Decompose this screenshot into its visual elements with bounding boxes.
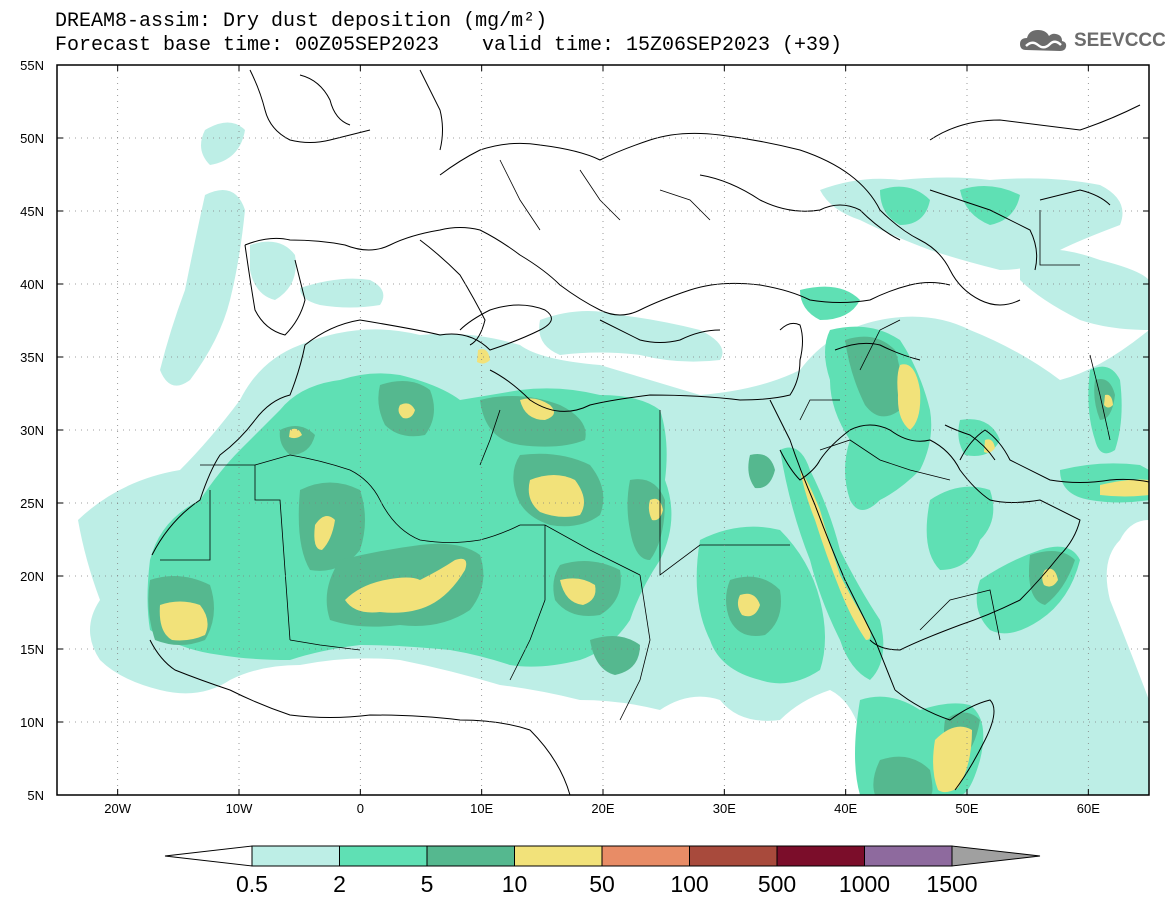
valid-time: valid time: 15Z06SEP2023 (+39) <box>482 34 843 57</box>
colorbar-label: 50 <box>589 871 615 897</box>
cloud-logo-icon <box>1020 30 1067 51</box>
lat-tick-label: 20N <box>20 569 44 584</box>
lat-tick-label: 25N <box>20 496 44 511</box>
colorbar-label: 1500 <box>926 871 977 897</box>
map-title: DREAM8-assim: Dry dust deposition (mg/m²… <box>55 10 548 33</box>
colorbar-swatch <box>864 845 953 867</box>
lat-tick-label: 15N <box>20 642 44 657</box>
colorbar-label: 10 <box>502 871 528 897</box>
colorbar-swatch <box>514 845 603 867</box>
lat-tick-label: 40N <box>20 277 44 292</box>
colorbar-swatch <box>689 845 778 867</box>
lon-tick-label: 0 <box>357 801 364 816</box>
colorbar-swatch <box>426 845 515 867</box>
lat-tick-label: 10N <box>20 715 44 730</box>
colorbar-swatch <box>601 845 690 867</box>
colorbar-label: 500 <box>758 871 796 897</box>
colorbar-swatch <box>339 845 428 867</box>
lon-tick-label: 30E <box>713 801 736 816</box>
colorbar: 0.5 2 5 10 50 100 500 1000 1500 <box>164 845 1041 897</box>
lon-tick-label: 10W <box>226 801 253 816</box>
colorbar-label: 100 <box>670 871 708 897</box>
logo-text: SEEVCCC <box>1074 30 1165 51</box>
lon-tick-label: 40E <box>834 801 857 816</box>
colorbar-label: 5 <box>421 871 434 897</box>
colorbar-over-arrow <box>951 845 1041 867</box>
lat-tick-label: 55N <box>20 58 44 73</box>
lon-tick-label: 20W <box>104 801 131 816</box>
lat-tick-label: 45N <box>20 204 44 219</box>
colorbar-swatch <box>776 845 865 867</box>
colorbar-label: 1000 <box>839 871 890 897</box>
lon-tick-label: 60E <box>1077 801 1100 816</box>
colorbar-swatch <box>251 845 340 867</box>
lat-tick-label: 30N <box>20 423 44 438</box>
forecast-base-time: Forecast base time: 00Z05SEP2023 <box>55 34 440 57</box>
dust-field <box>78 122 1149 795</box>
lat-tick-label: 35N <box>20 350 44 365</box>
lon-tick-label: 50E <box>955 801 978 816</box>
colorbar-label: 2 <box>333 871 346 897</box>
map-axes: 20W 10W 0 10E 20E 30E 40E 50E 60E 55N 50N 45N 40N 35N… <box>20 58 1149 816</box>
lon-tick-label: 10E <box>470 801 493 816</box>
colorbar-label: 0.5 <box>236 871 268 897</box>
coastlines <box>149 69 1149 795</box>
country-borders <box>160 159 1111 721</box>
colorbar-under-arrow <box>164 845 253 867</box>
lat-tick-label: 5N <box>27 788 44 803</box>
seevccc-logo: SEEVCCC <box>1018 24 1165 58</box>
lon-tick-label: 20E <box>591 801 614 816</box>
lat-tick-label: 50N <box>20 131 44 146</box>
